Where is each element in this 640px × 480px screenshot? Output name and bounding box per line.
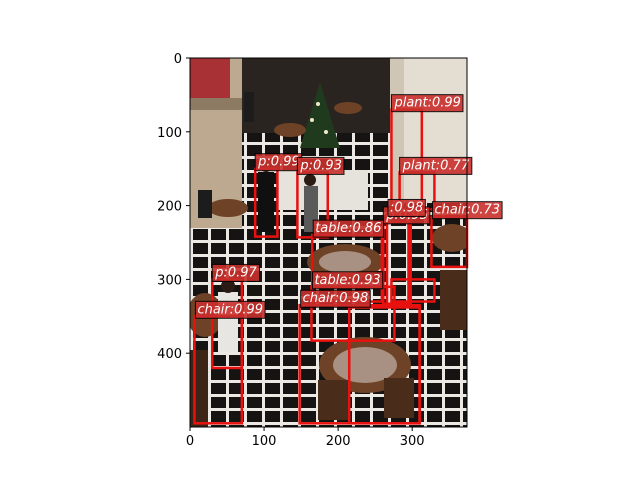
detection-label-text: p:0.99 [257, 155, 300, 170]
detection-label-background [296, 156, 345, 175]
detection-label-background [399, 156, 473, 175]
detection-label: plant:0.99 [390, 94, 464, 113]
detection-box [347, 306, 421, 425]
detection-label-text: p:0.93 [299, 158, 342, 173]
photo-image [190, 58, 467, 427]
detection-label: table:0.86 [312, 219, 384, 238]
x-tick-label: 200 [326, 434, 351, 449]
y-tick-label: 200 [157, 200, 182, 215]
y-tick-label: 100 [157, 126, 182, 141]
detection-label-background [311, 271, 384, 290]
x-tick-label: 300 [400, 434, 425, 449]
detection-label-text: chair:0.98 [303, 291, 369, 306]
detection-label-background [312, 219, 384, 238]
x-axis: 0 100 200 300 [186, 427, 425, 449]
detection-box [390, 278, 436, 303]
detection-label: p:0.99 [254, 153, 303, 172]
detection-label-text: p:0.97 [214, 265, 257, 280]
detection-label: table:0.93 [311, 271, 384, 290]
y-tick-label: 300 [157, 273, 182, 288]
detection-label: p:0.93 [296, 156, 345, 175]
detection-label-background [390, 94, 464, 113]
detection-label-text: table:0.93 [314, 273, 380, 288]
detection-label: plant:0.77 [399, 156, 473, 175]
detection-label-background [300, 289, 371, 308]
detection-label: chair:0.98 [300, 289, 371, 308]
detection-label: :0.98 [387, 198, 426, 217]
detection-label-text: :0.98 [390, 200, 423, 215]
detection-label-text: table:0.86 [315, 221, 381, 236]
x-tick-label: 100 [252, 434, 277, 449]
detection-label-text: chair:0.99 [197, 302, 263, 317]
y-tick-label: 0 [174, 52, 182, 67]
x-tick-label: 0 [186, 434, 194, 449]
detection-label-background [387, 198, 426, 217]
axes-frame [189, 57, 468, 428]
detection-label: chair:0.99 [194, 300, 266, 319]
detection-label-text: plant:0.99 [393, 96, 461, 111]
y-tick-label: 400 [157, 347, 182, 362]
detection-label-text: plant:0.77 [402, 158, 470, 173]
detection-label-background [211, 263, 261, 282]
detection-labels: plant:0.99 plant:0.77 p:0.99 p:0.93 chair:0.… [194, 94, 503, 319]
y-axis: 0 100 200 300 400 [157, 52, 190, 362]
detection-label: p:0.97 [211, 263, 261, 282]
detection-label-background [194, 300, 266, 319]
